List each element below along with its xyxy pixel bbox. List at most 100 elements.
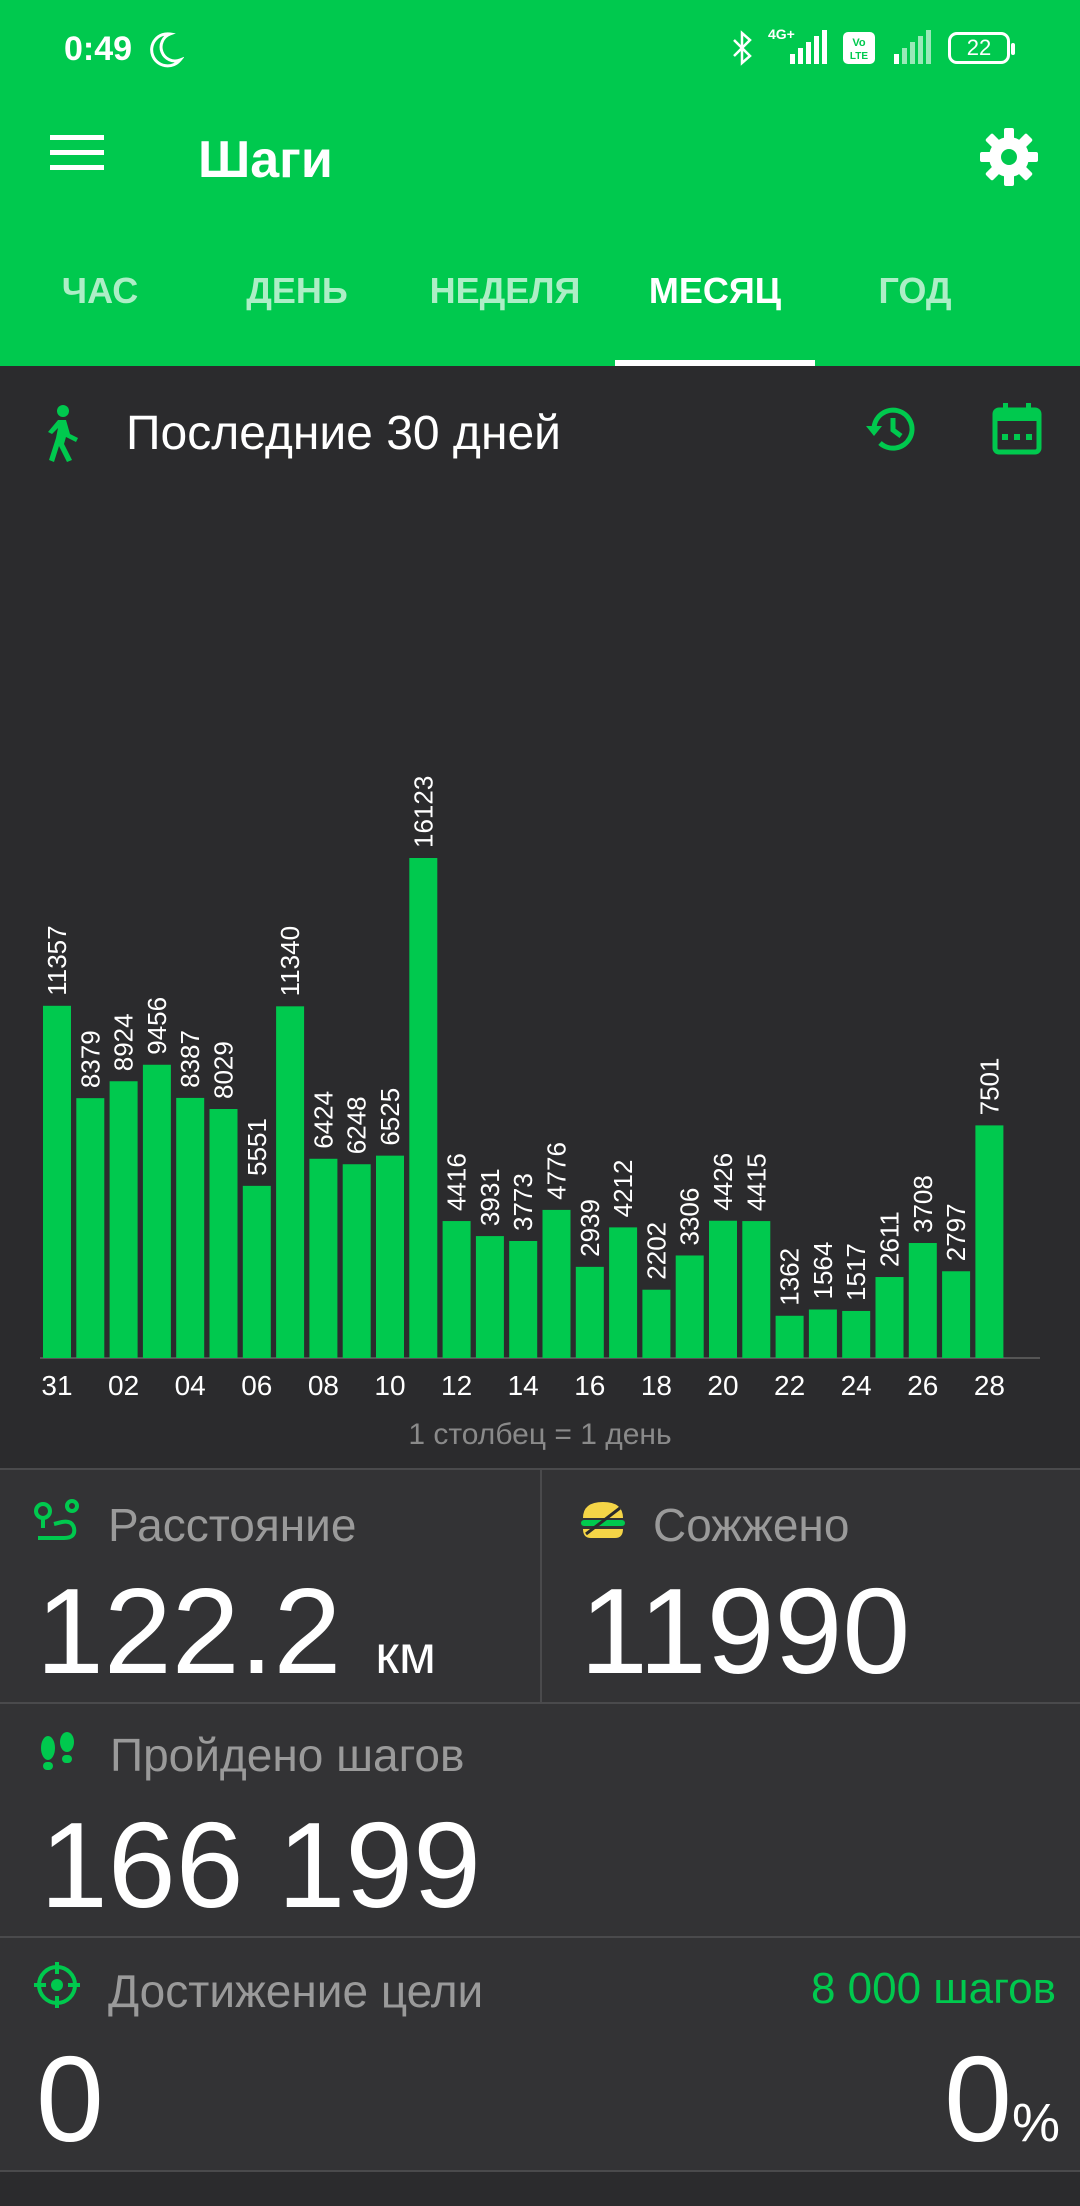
tab-year[interactable]: ГОД: [878, 270, 952, 311]
goal-card[interactable]: Достижение цели 8 000 шагов 0 0%: [0, 1938, 1080, 2170]
bluetooth-icon: [733, 30, 752, 66]
bar-value-label: 2202: [641, 1222, 671, 1280]
bar-03[interactable]: [142, 1064, 171, 1358]
bar-17[interactable]: [609, 1227, 638, 1358]
bar-14[interactable]: [509, 1240, 538, 1358]
x-tick-label: 31: [41, 1370, 72, 1401]
battery-indicator: 22: [948, 32, 1015, 64]
tab-week[interactable]: НЕДЕЛЯ: [429, 270, 581, 311]
bar-value-label: 6248: [342, 1096, 372, 1154]
chart-caption: 1 столбец = 1 день: [408, 1418, 672, 1451]
bar-02[interactable]: [109, 1081, 138, 1358]
bar-value-label: 16123: [408, 776, 438, 848]
x-tick-label: 20: [707, 1370, 738, 1401]
x-tick-label: 14: [508, 1370, 539, 1401]
tab-month[interactable]: МЕСЯЦ: [648, 270, 782, 311]
goal-percent: 0%: [944, 2034, 1060, 2188]
bar-value-label: 1564: [808, 1242, 838, 1300]
volte-icon: Vo LTE: [843, 32, 875, 64]
section-header: Последние 30 дней: [0, 366, 1080, 506]
route-icon: [34, 1499, 79, 1540]
burger-icon: [581, 1502, 625, 1538]
mobile-signal-1: 4G+: [768, 26, 828, 66]
x-tick-label: 04: [175, 1370, 206, 1401]
bar-value-label: 2611: [875, 1211, 905, 1267]
tab-hour[interactable]: ЧАС: [61, 270, 139, 311]
bar-value-label: 8387: [175, 1030, 205, 1088]
distance-value: 122.2 км: [36, 1566, 436, 1720]
menu-icon[interactable]: [50, 133, 104, 173]
steps-chart: 11357 8379 8924 9456 8387 8029 5551 11340 6424 62…: [0, 500, 1080, 1451]
bar-24[interactable]: [842, 1310, 871, 1358]
bar-value-label: 8029: [209, 1041, 239, 1099]
active-tab-indicator: [615, 360, 815, 366]
bar-31[interactable]: [43, 1005, 71, 1358]
history-icon[interactable]: [864, 402, 918, 456]
bar-09[interactable]: [342, 1164, 371, 1358]
period-tabs: ЧАС ДЕНЬ НЕДЕЛЯ МЕСЯЦ ГОД: [0, 200, 1080, 366]
gear-icon[interactable]: [980, 128, 1038, 186]
bar-value-label: 2939: [575, 1199, 605, 1257]
divider: [0, 1468, 1080, 1470]
steps-card[interactable]: Пройдено шагов 166 199: [0, 1704, 1080, 1936]
steps-label: Пройдено шагов: [110, 1729, 465, 1781]
status-icons: 4G+ Vo LTE 22: [730, 26, 1015, 66]
burned-card[interactable]: Сожжено 11990: [542, 1470, 1080, 1702]
bar-value-label: 11357: [42, 925, 72, 995]
bar-value-label: 5551: [242, 1118, 272, 1176]
bar-04[interactable]: [176, 1097, 205, 1358]
burned-value: 11990: [580, 1563, 911, 1699]
bar-20[interactable]: [709, 1220, 737, 1358]
bar-27[interactable]: [942, 1271, 971, 1358]
bar-23[interactable]: [808, 1309, 837, 1358]
moon-icon: [150, 32, 184, 68]
bar-10[interactable]: [376, 1155, 404, 1358]
bar-21[interactable]: [742, 1221, 771, 1358]
bar-value-label: 2797: [941, 1203, 971, 1261]
x-tick-label: 08: [308, 1370, 339, 1401]
goal-percent-value: 0: [944, 2031, 1012, 2167]
bar-22[interactable]: [775, 1315, 804, 1358]
bar-value-label: 4415: [741, 1153, 771, 1211]
bar-25[interactable]: [875, 1277, 904, 1358]
footprints-icon: [41, 1732, 74, 1770]
steps-value: 166 199: [40, 1797, 481, 1933]
status-time: 0:49: [64, 30, 133, 68]
burned-label: Сожжено: [653, 1499, 850, 1551]
distance-number: 122.2: [36, 1563, 342, 1699]
signal-icon: [790, 30, 827, 64]
bar-13[interactable]: [475, 1236, 504, 1358]
bar-18[interactable]: [642, 1289, 671, 1358]
tab-day[interactable]: ДЕНЬ: [246, 270, 348, 311]
divider: [0, 1936, 1080, 1938]
app-title: Шаги: [198, 131, 333, 189]
bar-11[interactable]: [409, 858, 438, 1358]
bar-15[interactable]: [542, 1209, 571, 1358]
bar-05[interactable]: [209, 1109, 238, 1358]
signal-icon-2: [894, 30, 931, 64]
bar-value-label: 4212: [608, 1160, 638, 1218]
distance-card[interactable]: Расстояние 122.2 км: [0, 1470, 540, 1702]
bar-01[interactable]: [76, 1098, 105, 1358]
bar-28[interactable]: [975, 1125, 1004, 1358]
bar-08[interactable]: [309, 1158, 338, 1358]
bar-value-label: 3773: [508, 1173, 538, 1231]
bar-06[interactable]: [242, 1185, 271, 1358]
bar-value-label: 3708: [908, 1175, 938, 1233]
bar-value-label: 4426: [708, 1153, 738, 1211]
app-bar: Шаги: [0, 100, 1080, 200]
x-tick-label: 10: [374, 1370, 405, 1401]
x-tick-label: 02: [108, 1370, 139, 1401]
bar-19[interactable]: [675, 1255, 704, 1358]
bar-26[interactable]: [908, 1243, 937, 1358]
calendar-icon[interactable]: [992, 402, 1042, 456]
bar-16[interactable]: [575, 1266, 604, 1358]
bar-12[interactable]: [442, 1221, 471, 1358]
bar-value-label: 8924: [109, 1013, 139, 1071]
goal-label: Достижение цели: [108, 1965, 484, 2017]
x-tick-label: 28: [974, 1370, 1005, 1401]
bar-07[interactable]: [276, 1006, 305, 1358]
bar-value-label: 4776: [542, 1142, 572, 1200]
section-title: Последние 30 дней: [126, 407, 561, 460]
